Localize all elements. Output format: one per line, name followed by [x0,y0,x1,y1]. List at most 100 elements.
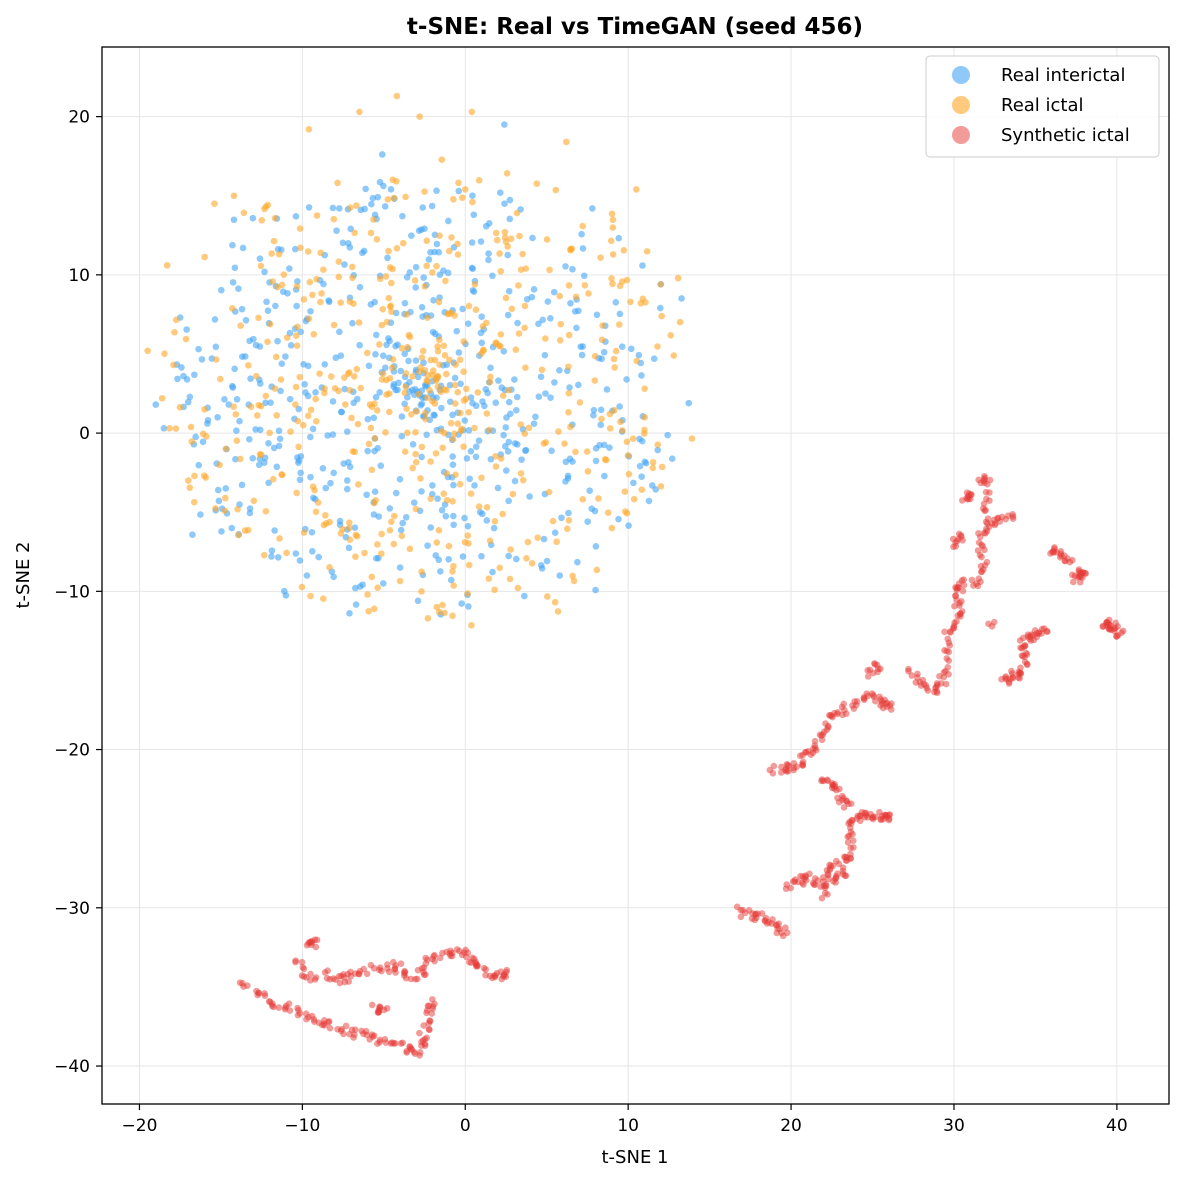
point-real-ictal [331,385,339,392]
point-real-ictal [515,282,522,289]
point-real-interictal [329,398,337,405]
point-real-interictal [398,413,406,420]
point-real-ictal [271,385,279,392]
point-synthetic-ictal [326,975,334,983]
point-real-interictal [507,410,514,418]
point-real-interictal [401,350,409,358]
point-real-ictal [275,250,283,258]
point-real-ictal [463,385,470,393]
point-real-ictal [346,536,354,543]
point-synthetic-ictal [823,776,831,784]
point-real-interictal [246,505,254,512]
point-real-ictal [583,448,591,455]
point-real-ictal [585,290,592,297]
y-axis-ticks: −40 −30 −20 −10 0 10 20 [54,108,102,1077]
point-real-ictal [522,364,529,372]
point-real-interictal [506,215,514,223]
point-real-ictal [442,370,450,378]
point-synthetic-ictal [981,546,988,554]
point-real-ictal [305,125,313,133]
point-real-ictal [403,311,411,318]
point-real-interictal [329,204,337,212]
point-real-ictal [525,424,533,432]
point-real-interictal [417,401,425,409]
point-real-interictal [198,356,206,363]
point-synthetic-ictal [298,958,306,966]
point-real-ictal [277,376,285,383]
point-synthetic-ictal [832,873,840,880]
point-real-interictal [511,376,518,383]
point-real-interictal [212,343,220,351]
point-synthetic-ictal [282,1002,290,1010]
point-real-interictal [350,399,357,407]
point-real-ictal [607,237,615,245]
point-real-ictal [161,350,168,358]
x-tick-label: 20 [780,1116,802,1136]
point-real-ictal [388,364,396,372]
point-synthetic-ictal [933,680,941,687]
point-real-ictal [475,177,483,184]
point-real-ictal [171,328,178,336]
point-real-interictal [616,310,624,318]
point-real-ictal [487,373,494,381]
point-real-ictal [469,198,476,206]
point-real-interictal [592,457,600,465]
point-real-interictal [579,245,587,252]
point-real-interictal [494,484,502,492]
point-real-ictal [352,531,360,539]
point-synthetic-ictal [336,979,344,987]
point-real-ictal [460,338,467,345]
point-real-ictal [385,294,393,302]
point-real-ictal [233,437,241,445]
point-real-interictal [286,265,293,272]
point-real-ictal [497,455,505,462]
point-real-interictal [455,349,463,356]
point-synthetic-ictal [946,642,954,649]
point-synthetic-ictal [426,1017,434,1024]
point-real-ictal [598,415,605,423]
point-real-ictal [318,290,325,297]
point-synthetic-ictal [350,1034,357,1041]
point-real-ictal [454,240,461,248]
point-real-ictal [688,435,696,442]
point-real-ictal [409,464,416,472]
point-real-interictal [500,431,507,439]
point-synthetic-ictal [312,943,320,951]
point-real-interictal [449,411,456,419]
point-synthetic-ictal [399,1039,406,1047]
point-synthetic-ictal [872,697,879,705]
point-real-interictal [530,286,538,293]
point-real-interictal [409,441,417,448]
point-real-ictal [460,443,467,451]
point-real-ictal [569,572,576,580]
point-real-interictal [450,521,457,529]
point-real-ictal [439,444,447,452]
point-synthetic-ictal [978,541,985,549]
point-synthetic-ictal [340,1030,347,1038]
point-real-interictal [597,421,605,429]
point-real-interictal [635,351,643,359]
point-real-interictal [485,256,492,264]
point-real-interictal [505,497,512,505]
point-real-interictal [184,398,192,406]
point-real-ictal [491,586,498,594]
point-real-interictal [433,187,440,195]
point-real-interictal [464,522,472,530]
point-real-interictal [500,347,508,355]
point-synthetic-ictal [822,720,829,727]
point-real-ictal [433,262,440,270]
point-real-ictal [528,559,536,567]
point-real-interictal [286,395,294,403]
point-synthetic-ictal [793,763,800,771]
point-synthetic-ictal [908,672,916,679]
point-real-interictal [372,351,379,358]
point-real-ictal [565,390,573,397]
point-synthetic-ictal [313,936,321,944]
point-synthetic-ictal [988,520,996,527]
point-real-interictal [319,465,327,472]
point-synthetic-ictal [1103,619,1110,627]
point-real-ictal [456,356,464,364]
point-real-interictal [401,299,409,307]
point-real-ictal [368,466,376,474]
point-real-interictal [547,394,554,401]
